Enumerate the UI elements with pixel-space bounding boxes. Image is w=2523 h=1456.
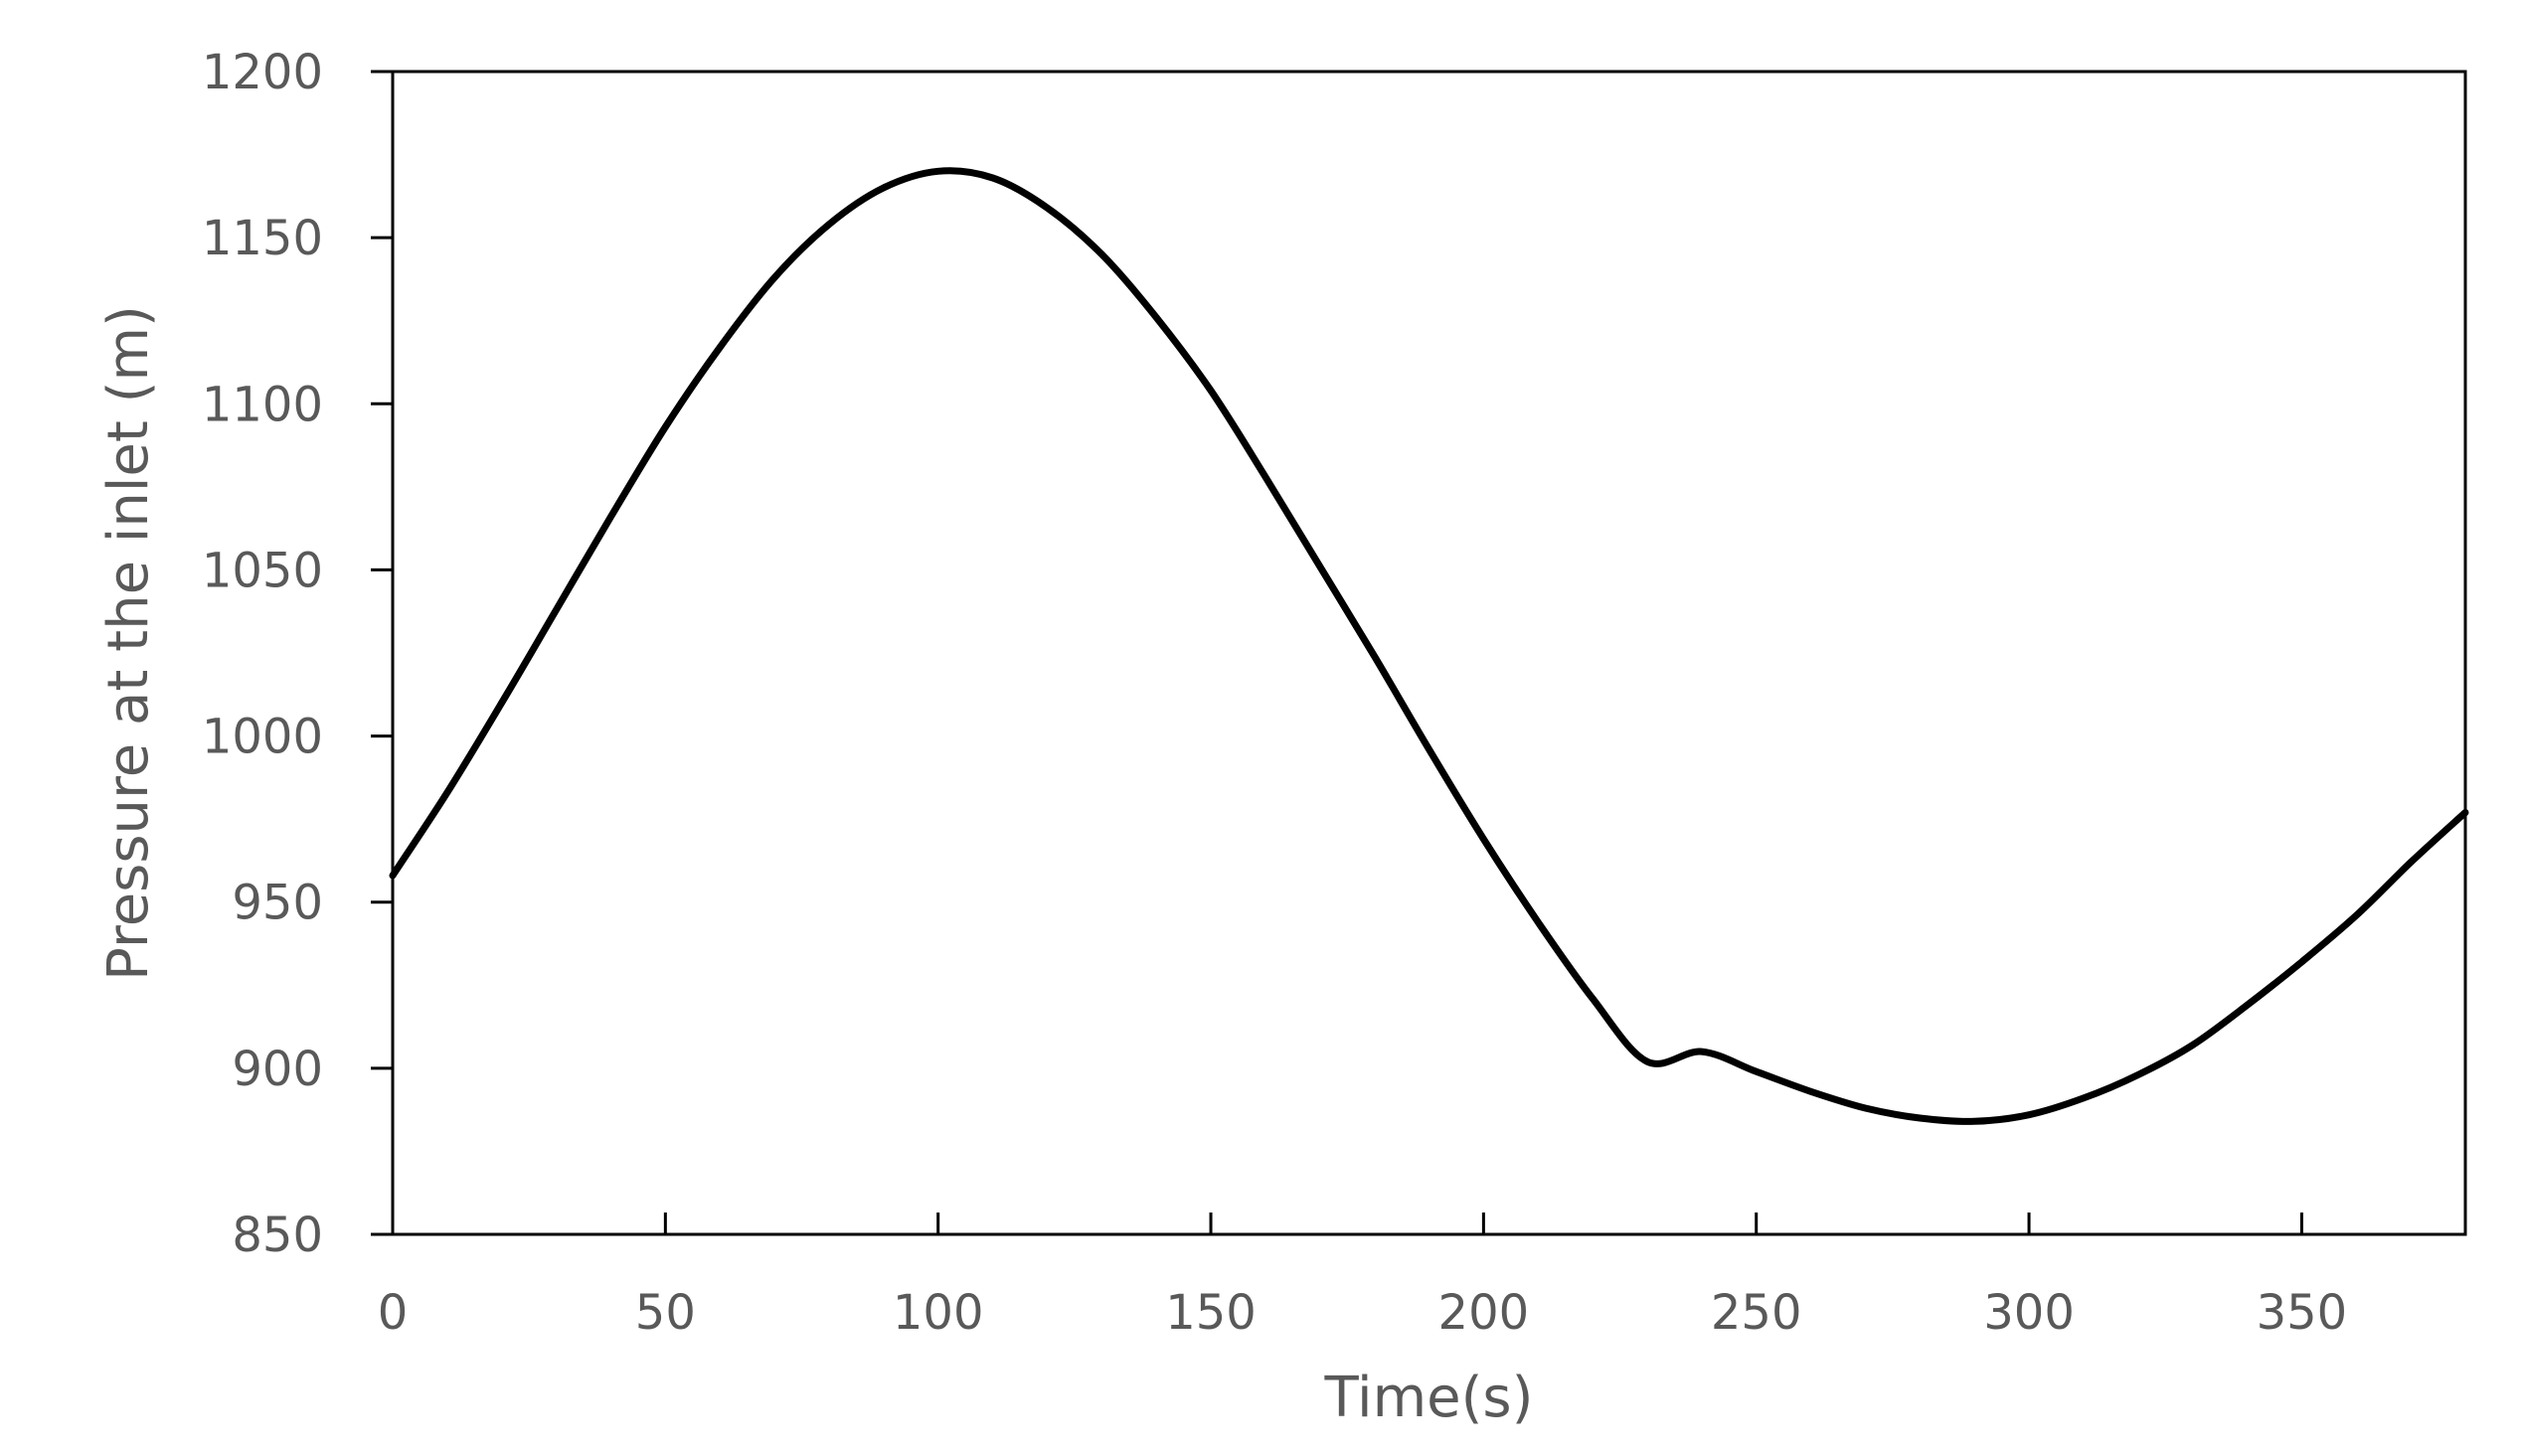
y-tick-label: 900 bbox=[232, 1042, 323, 1097]
x-tick-label: 150 bbox=[1165, 1285, 1257, 1341]
series-line bbox=[389, 167, 2469, 1125]
y-axis-ticks: 850 900 950 1000 1050 1100 1150 1200 bbox=[202, 45, 393, 1263]
plot-area-frame bbox=[391, 70, 2467, 1236]
x-tick-label: 350 bbox=[2257, 1285, 2348, 1341]
x-tick-label: 0 bbox=[378, 1285, 409, 1341]
x-axis-ticks: 0 50 100 150 200 250 300 350 bbox=[378, 1213, 2347, 1341]
y-axis-title: Pressure at the inlet (m) bbox=[96, 305, 161, 981]
x-axis-title: Time(s) bbox=[1324, 1366, 1534, 1430]
x-tick-label: 100 bbox=[893, 1285, 984, 1341]
x-tick-label: 50 bbox=[635, 1285, 696, 1341]
y-tick-label: 1200 bbox=[202, 45, 323, 100]
y-tick-label: 1050 bbox=[202, 543, 323, 598]
y-tick-label: 1100 bbox=[202, 377, 323, 432]
x-tick-label: 250 bbox=[1711, 1285, 1802, 1341]
x-tick-label: 300 bbox=[1983, 1285, 2075, 1341]
x-tick-label: 200 bbox=[1438, 1285, 1530, 1341]
y-tick-label: 850 bbox=[232, 1208, 323, 1263]
y-tick-label: 1000 bbox=[202, 710, 323, 765]
y-tick-label: 950 bbox=[232, 876, 323, 931]
y-tick-label: 1150 bbox=[202, 211, 323, 266]
